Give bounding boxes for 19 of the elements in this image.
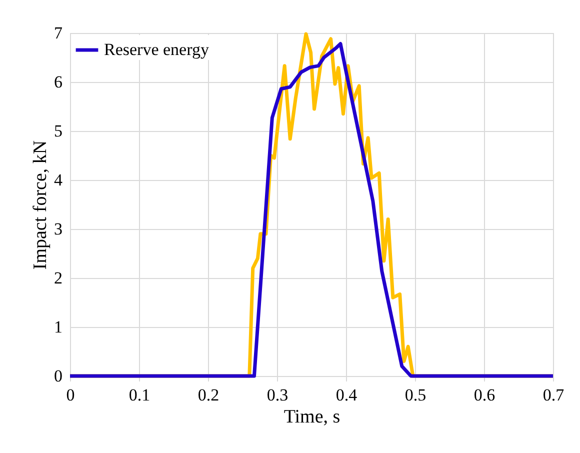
y-tick-label: 5 [54, 122, 62, 140]
x-tick-label: 0.6 [474, 386, 496, 404]
y-axis-title: Impact force, kN [30, 140, 51, 270]
y-tick-label: 2 [54, 268, 62, 288]
x-tick-label: 0.7 [542, 386, 565, 404]
y-tick-label: 4 [54, 170, 63, 190]
legend-label: Reserve energy [104, 40, 210, 59]
x-tick-label: 0.1 [128, 386, 150, 404]
y-tick-label: 1 [54, 318, 62, 336]
y-tick-label: 3 [54, 220, 62, 238]
y-tick-label: 7 [54, 24, 63, 42]
x-tick-label: 0 [66, 386, 75, 404]
x-axis-title: Time, s [284, 406, 340, 428]
y-tick-label: 6 [54, 72, 62, 92]
x-tick-label: 0.4 [336, 386, 358, 404]
y-tick-label: 0 [54, 366, 62, 386]
x-tick-label: 0.3 [266, 386, 288, 404]
x-tick-label: 0.5 [404, 386, 426, 404]
x-tick-label: 0.2 [198, 386, 220, 404]
